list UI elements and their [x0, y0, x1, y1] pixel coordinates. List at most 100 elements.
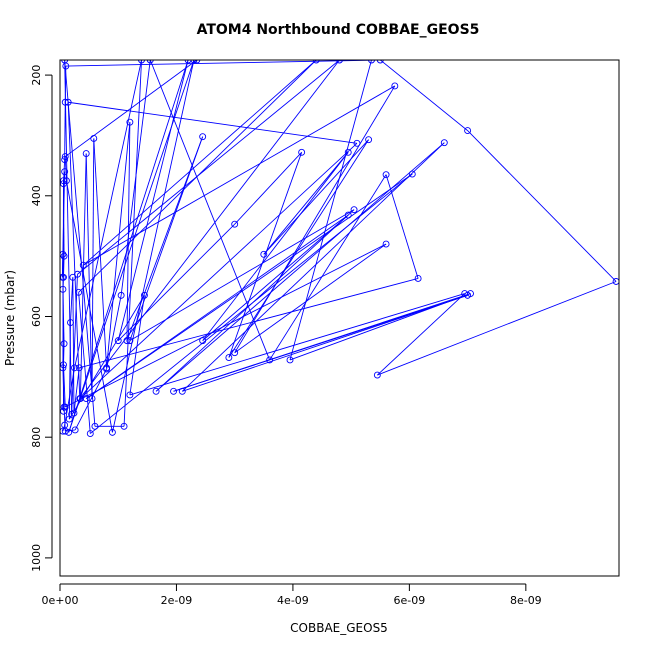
data-point: [82, 395, 90, 403]
chart-title: ATOM4 Northbound COBBAE_GEOS5: [197, 22, 480, 38]
data-point: [391, 82, 399, 90]
data-point: [67, 319, 74, 326]
series-segment: [149, 60, 271, 361]
y-tick-label: 800: [30, 427, 43, 448]
series-segment: [377, 281, 617, 376]
y-tick-label: 1000: [30, 544, 43, 572]
series-segment: [129, 295, 145, 396]
y-tick-label: 200: [30, 65, 43, 86]
data-point: [126, 118, 134, 126]
series-segment: [117, 223, 236, 341]
data-point: [140, 291, 148, 299]
series-segment: [65, 180, 113, 433]
data-point: [61, 427, 69, 435]
data-point: [344, 211, 352, 219]
data-point: [190, 60, 198, 64]
data-point: [612, 278, 619, 285]
series-segment: [129, 209, 355, 342]
series-segment: [71, 274, 78, 415]
data-point: [225, 354, 233, 361]
data-point: [91, 422, 99, 430]
series-segment: [129, 136, 204, 341]
data-point: [382, 171, 390, 179]
series-segment: [289, 293, 471, 361]
series-segment: [173, 293, 471, 392]
data-point: [64, 98, 72, 106]
data-point: [260, 250, 268, 258]
series-segment: [234, 152, 302, 225]
data-point: [60, 364, 67, 372]
data-point: [60, 285, 67, 293]
plot-frame: [59, 59, 620, 577]
data-point: [461, 290, 469, 298]
series-segment: [74, 368, 107, 431]
data-point: [312, 60, 320, 64]
series-segment: [202, 152, 349, 341]
x-axis: 0e+00 2e-09 4e-09 6e-09 8e-09: [42, 583, 542, 607]
data-point: [350, 206, 358, 214]
data-point: [123, 337, 131, 345]
x-tick-label: 4e-09: [277, 594, 309, 607]
data-point: [336, 60, 343, 64]
data-point: [353, 139, 361, 147]
series-segment: [65, 243, 387, 408]
data-point: [70, 409, 78, 417]
series-segment: [65, 429, 76, 432]
data-point: [376, 60, 384, 64]
series-layer: [60, 60, 619, 438]
data-point: [231, 220, 239, 228]
series-segment: [68, 60, 195, 433]
data-point: [86, 430, 94, 438]
data-point: [146, 60, 154, 64]
data-point: [344, 148, 352, 156]
series-segment: [467, 130, 617, 282]
series-segment: [117, 60, 189, 341]
data-point: [368, 60, 375, 64]
series-segment: [73, 367, 80, 414]
series-segment: [289, 60, 372, 361]
x-axis-label: COBBAE_GEOS5: [290, 621, 388, 635]
x-tick-label: 6e-09: [394, 594, 426, 607]
data-point: [71, 364, 79, 372]
data-point: [61, 168, 69, 176]
data-point: [79, 261, 87, 269]
data-point: [373, 371, 381, 379]
data-point: [126, 391, 134, 399]
data-point: [193, 60, 201, 64]
data-point: [170, 387, 177, 395]
series-segment: [269, 174, 387, 361]
data-point: [114, 337, 122, 345]
series-segment: [65, 60, 381, 67]
data-point: [60, 403, 68, 411]
series-segment: [91, 138, 95, 399]
data-point: [108, 428, 116, 436]
series-segment: [64, 60, 198, 157]
series-segment: [228, 139, 369, 358]
series-segment: [83, 85, 396, 266]
data-point: [231, 349, 239, 357]
data-point: [178, 387, 186, 395]
series-segment: [181, 142, 445, 392]
data-point: [60, 340, 68, 348]
data-point: [71, 426, 79, 434]
data-point: [65, 415, 73, 423]
data-point: [199, 337, 207, 345]
series-segment: [85, 153, 93, 399]
series-segment: [155, 142, 445, 392]
data-point: [286, 356, 294, 364]
series-segment: [93, 138, 108, 368]
y-axis-label: Pressure (mbar): [3, 270, 17, 366]
series-segment: [68, 60, 189, 433]
data-point: [266, 356, 274, 364]
series-segment: [70, 277, 74, 323]
series-segment: [68, 295, 145, 420]
y-axis: 200 400 600 800 1000: [30, 65, 53, 572]
series-segment: [263, 152, 349, 255]
y-tick-label: 600: [30, 306, 43, 327]
series-segment: [67, 102, 81, 399]
series-segment: [64, 102, 66, 160]
series-segment: [79, 153, 87, 399]
series-segment: [72, 277, 75, 414]
series-segment: [85, 173, 413, 399]
